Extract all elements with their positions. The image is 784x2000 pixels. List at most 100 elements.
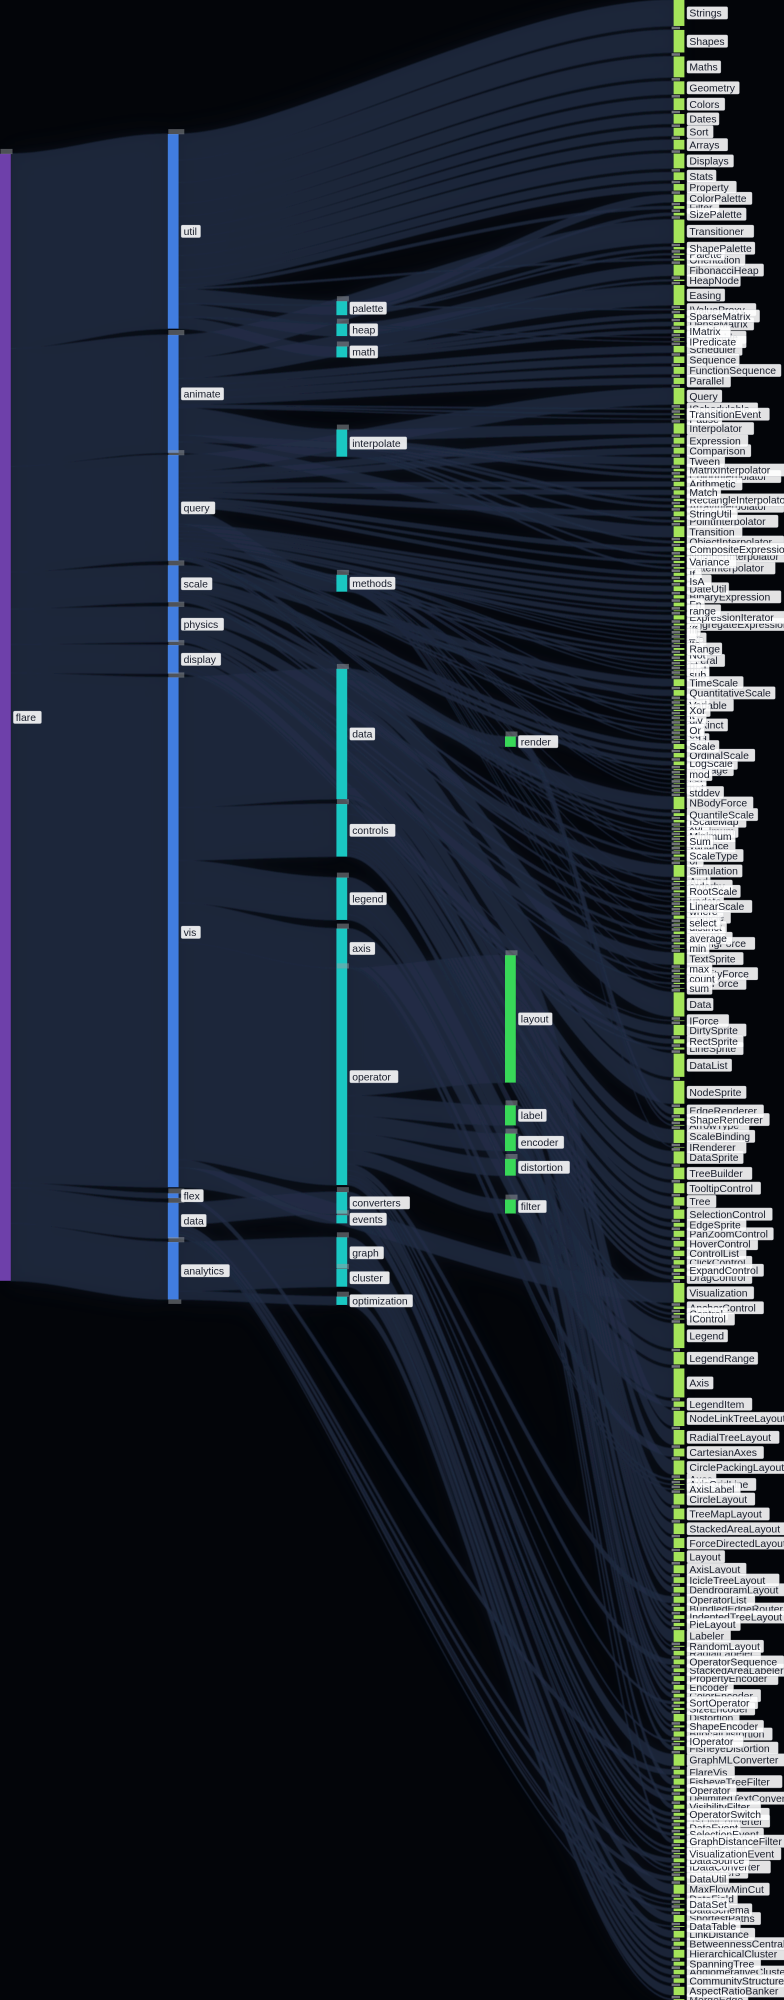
svg-text:Easing: Easing [689, 291, 721, 302]
svg-text:OperatorSequence: OperatorSequence [689, 1658, 777, 1669]
svg-text:IForce: IForce [689, 1016, 719, 1027]
svg-text:CompositeExpression: CompositeExpression [689, 545, 784, 556]
svg-text:Shapes: Shapes [689, 37, 724, 48]
svg-text:QuantitativeScale: QuantitativeScale [689, 689, 771, 700]
svg-text:Maths: Maths [689, 63, 717, 74]
svg-text:SizeEncoder: SizeEncoder [689, 1705, 748, 1716]
svg-text:FisheyeTreeFilter: FisheyeTreeFilter [689, 1777, 770, 1788]
svg-text:average: average [689, 934, 727, 945]
svg-text:DirtySprite: DirtySprite [689, 1026, 738, 1037]
svg-text:Comparison: Comparison [689, 446, 745, 457]
svg-text:CirclePackingLayout: CirclePackingLayout [689, 1463, 784, 1474]
svg-text:data: data [184, 1216, 204, 1227]
svg-text:ForceDirectedLayout: ForceDirectedLayout [689, 1539, 784, 1550]
svg-text:BetweennessCentrality: BetweennessCentrality [689, 1939, 784, 1950]
svg-text:axis: axis [352, 944, 370, 955]
svg-text:sum: sum [689, 984, 709, 995]
svg-text:GraphMLConverter: GraphMLConverter [689, 1756, 778, 1767]
svg-text:events: events [352, 1215, 383, 1226]
svg-text:Expression: Expression [689, 436, 741, 447]
svg-text:DataSet: DataSet [689, 1900, 727, 1911]
svg-text:Layout: Layout [689, 1552, 720, 1563]
svg-text:Variance: Variance [689, 558, 729, 569]
svg-text:DataTable: DataTable [689, 1922, 736, 1933]
svg-text:LinkDistance: LinkDistance [689, 1930, 749, 1941]
svg-text:Tween: Tween [689, 457, 720, 468]
svg-text:ShapeRenderer: ShapeRenderer [689, 1115, 763, 1126]
svg-text:Visualization: Visualization [689, 1288, 747, 1299]
svg-text:LegendItem: LegendItem [689, 1400, 744, 1411]
svg-text:controls: controls [352, 826, 388, 837]
svg-text:count: count [689, 974, 715, 985]
svg-text:ClickControl: ClickControl [689, 1258, 745, 1269]
svg-text:IControl: IControl [689, 1315, 725, 1326]
svg-text:cluster: cluster [352, 1273, 383, 1284]
svg-text:SortOperator: SortOperator [689, 1698, 750, 1709]
svg-text:DataSource: DataSource [689, 1856, 744, 1867]
svg-text:max: max [689, 964, 709, 975]
svg-text:ShapePalette: ShapePalette [689, 244, 752, 255]
svg-text:NBodyForce: NBodyForce [689, 799, 747, 810]
svg-text:ShortestPaths: ShortestPaths [689, 1914, 754, 1925]
svg-text:operator: operator [352, 1072, 391, 1083]
svg-text:PieLayout: PieLayout [689, 1620, 735, 1631]
svg-text:IOperator: IOperator [689, 1737, 733, 1748]
svg-text:analytics: analytics [184, 1266, 224, 1277]
svg-text:Range: Range [689, 645, 720, 656]
svg-text:EdgeSprite: EdgeSprite [689, 1220, 741, 1231]
svg-text:ControlList: ControlList [689, 1249, 739, 1260]
svg-text:mod: mod [689, 770, 709, 781]
svg-text:TransitionEvent: TransitionEvent [689, 410, 761, 421]
svg-text:Xor: Xor [689, 706, 706, 717]
svg-text:flex: flex [184, 1191, 201, 1202]
svg-text:VisualizationEvent: VisualizationEvent [689, 1849, 774, 1860]
svg-text:TreeMapLayout: TreeMapLayout [689, 1510, 762, 1521]
svg-text:Literal: Literal [689, 656, 717, 667]
svg-text:FisheyeDistortion: FisheyeDistortion [689, 1744, 769, 1755]
svg-text:math: math [352, 348, 375, 359]
svg-text:HeapNode: HeapNode [689, 276, 739, 287]
svg-text:Sort: Sort [689, 127, 708, 138]
svg-text:LineSprite: LineSprite [689, 1044, 736, 1055]
svg-text:DataSchema: DataSchema [689, 1905, 749, 1916]
svg-text:physics: physics [184, 620, 219, 631]
svg-text:LinearScale: LinearScale [689, 902, 744, 913]
svg-text:scale: scale [184, 579, 208, 590]
svg-text:util: util [184, 227, 197, 238]
svg-text:AxisLabel: AxisLabel [689, 1485, 734, 1496]
svg-text:IDataConverter: IDataConverter [689, 1863, 760, 1874]
svg-text:HierarchicalCluster: HierarchicalCluster [689, 1949, 777, 1960]
svg-text:Distortion: Distortion [689, 1713, 733, 1724]
svg-text:range: range [689, 607, 716, 618]
svg-text:DataList: DataList [689, 1061, 727, 1072]
svg-text:Axis: Axis [689, 1379, 709, 1390]
svg-text:Transition: Transition [689, 527, 734, 538]
svg-text:distortion: distortion [521, 1163, 563, 1174]
svg-text:methods: methods [352, 579, 392, 590]
svg-text:DendrogramLayout: DendrogramLayout [689, 1585, 778, 1596]
svg-text:RadialTreeLayout: RadialTreeLayout [689, 1433, 771, 1444]
svg-text:DragControl: DragControl [689, 1273, 745, 1284]
svg-text:CircleLayout: CircleLayout [689, 1495, 747, 1506]
svg-text:FunctionSequence: FunctionSequence [689, 366, 776, 377]
svg-text:ScaleBinding: ScaleBinding [689, 1132, 750, 1143]
svg-text:CartesianAxes: CartesianAxes [689, 1448, 757, 1459]
svg-text:SparseMatrix: SparseMatrix [689, 312, 751, 323]
svg-text:Simulation: Simulation [689, 867, 738, 878]
svg-text:TreeBuilder: TreeBuilder [689, 1169, 743, 1180]
svg-text:Strings: Strings [689, 9, 721, 20]
svg-text:RadialLabeler: RadialLabeler [689, 1649, 754, 1660]
svg-text:interpolate: interpolate [352, 439, 401, 450]
svg-text:IMatrix: IMatrix [689, 327, 721, 338]
svg-text:label: label [521, 1111, 543, 1122]
svg-text:PanZoomControl: PanZoomControl [689, 1229, 768, 1240]
svg-text:PointInterpolator: PointInterpolator [689, 517, 766, 528]
svg-text:IRenderer: IRenderer [689, 1143, 736, 1154]
svg-text:MatrixInterpolator: MatrixInterpolator [689, 466, 770, 477]
svg-text:FibonacciHeap: FibonacciHeap [689, 266, 759, 277]
svg-text:IsA: IsA [689, 577, 704, 588]
svg-text:BinaryExpression: BinaryExpression [689, 593, 770, 604]
svg-text:Query: Query [689, 392, 718, 403]
svg-text:GravityForce: GravityForce [689, 969, 749, 980]
svg-text:RandomLayout: RandomLayout [689, 1642, 760, 1653]
